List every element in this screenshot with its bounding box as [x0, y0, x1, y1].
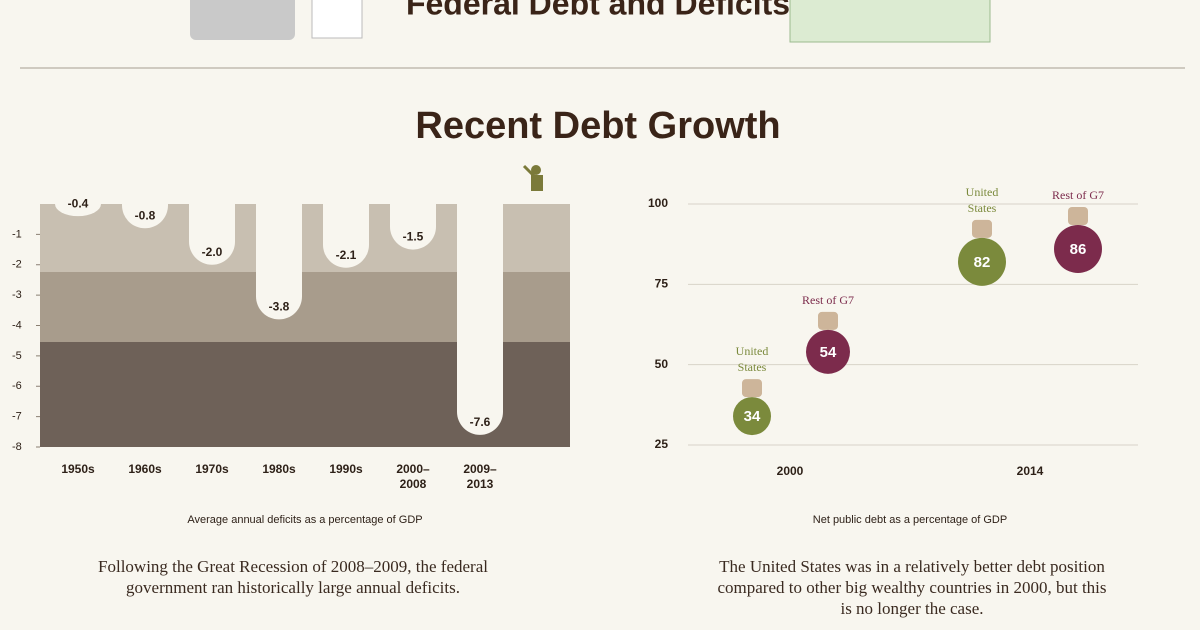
axis-caption: Net public debt as a percentage of GDP	[812, 514, 1008, 526]
section-title: Recent Debt Growth	[415, 105, 780, 147]
value-label: -1.5	[403, 230, 424, 244]
debt-bubble	[958, 237, 1006, 286]
y-tick-label: 25	[655, 437, 669, 451]
receipt-icon	[311, 0, 363, 39]
weight-handle	[818, 311, 838, 330]
deficit-hole	[457, 204, 503, 435]
value-label: 86	[1070, 241, 1087, 258]
debt-bubble	[806, 329, 850, 374]
debt-bubble	[733, 397, 771, 436]
deficit-hole	[122, 204, 168, 229]
value-label: -0.4	[68, 196, 89, 210]
deficit-hole	[256, 204, 302, 320]
deficit-hole	[390, 204, 436, 250]
y-tick-label: 100	[648, 196, 668, 210]
y-tick-label: -2	[12, 259, 22, 271]
page-title: Federal Debt and Deficits	[406, 0, 790, 21]
y-tick-label: -8	[12, 441, 22, 453]
weight-handle	[972, 219, 992, 238]
value-label: -2.1	[336, 248, 357, 262]
series-label: United States	[965, 184, 999, 215]
deficit-hole	[189, 204, 236, 265]
x-tick-label: 1980s	[262, 462, 296, 476]
y-tick-label: -3	[12, 289, 22, 301]
x-tick-label: 1990s	[329, 462, 363, 476]
weight-handle	[742, 379, 762, 398]
weight-handle	[1068, 206, 1088, 225]
y-tick-label: -1	[12, 228, 22, 240]
value-label: 82	[974, 254, 991, 271]
deficit-hole	[323, 204, 369, 268]
note: The United States was in a relatively be…	[717, 557, 1107, 618]
x-tick-label: 1950s	[61, 462, 95, 476]
value-label: -7.6	[470, 415, 491, 429]
value-label: -2.0	[202, 245, 223, 259]
deficit-hole	[55, 204, 101, 217]
x-tick-label: 2000	[777, 464, 804, 478]
y-tick-label: -4	[12, 319, 22, 331]
value-label: 54	[820, 344, 837, 361]
axis-caption: Average annual deficits as a percentage …	[187, 514, 423, 526]
miner-icon	[522, 164, 543, 191]
calculator-icon	[190, 0, 295, 40]
ledger-icon	[789, 0, 991, 43]
value-label: 34	[744, 408, 761, 425]
y-tick-label: -6	[12, 380, 22, 392]
note: Following the Great Recession of 2008–20…	[98, 557, 488, 597]
x-tick-label: 2014	[1017, 464, 1044, 478]
y-tick-label: -7	[12, 411, 22, 423]
x-tick-label: 2000–2008	[396, 462, 430, 491]
y-tick-label: 50	[655, 357, 669, 371]
series-label: United States	[735, 344, 769, 375]
x-tick-label: 1970s	[195, 462, 229, 476]
value-label: -3.8	[269, 300, 290, 314]
x-tick-label: 1960s	[128, 462, 162, 476]
value-label: -0.8	[135, 208, 156, 222]
series-label: Rest of G7	[802, 292, 854, 307]
y-tick-label: -5	[12, 350, 22, 362]
x-tick-label: 2009–2013	[463, 462, 497, 491]
series-label: Rest of G7	[1052, 187, 1104, 202]
debt-bubble	[1054, 224, 1102, 273]
y-tick-label: 75	[655, 277, 669, 291]
